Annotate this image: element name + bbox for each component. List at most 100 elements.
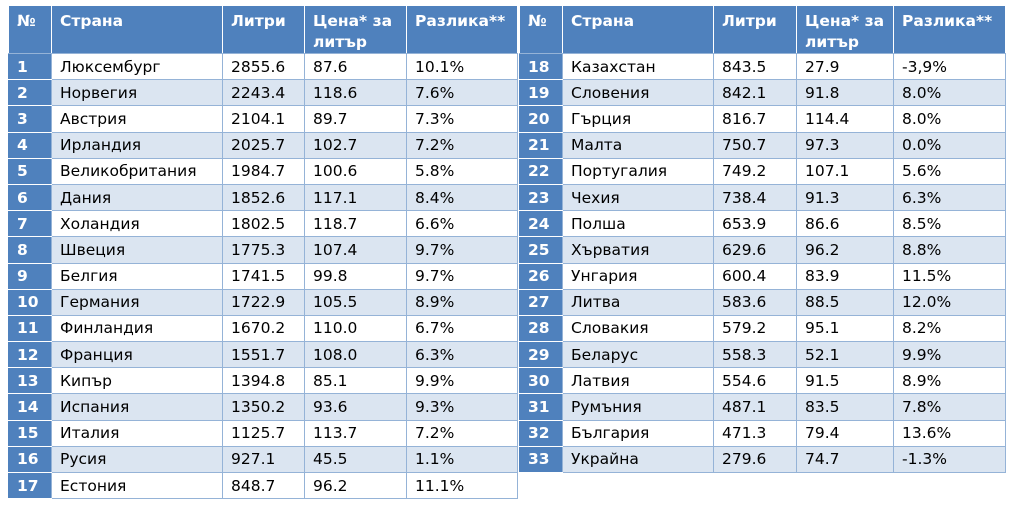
- difference-cell: -1.3%: [893, 445, 1006, 474]
- country-cell: Беларус: [562, 341, 714, 369]
- header-liters: Литри: [713, 5, 797, 54]
- row-number: 7: [8, 210, 52, 238]
- table-row: 31 Румъния 487.1 83.5 7.8%: [519, 393, 1006, 421]
- difference-cell: 1.1%: [406, 445, 518, 474]
- liters-cell: 583.6: [713, 288, 797, 316]
- liters-cell: 600.4: [713, 262, 797, 290]
- price-cell: 83.5: [796, 393, 894, 421]
- liters-cell: 2025.7: [222, 131, 305, 159]
- price-cell: 95.1: [796, 314, 894, 343]
- difference-cell: 8.5%: [893, 210, 1006, 238]
- price-cell: 91.3: [796, 183, 894, 212]
- ranking-table-right: № Страна Литри Цена* за литър Разлика** …: [519, 5, 1006, 474]
- table-row: 17 Естония 848.7 96.2 11.1%: [8, 471, 518, 500]
- row-number: 32: [519, 419, 563, 447]
- price-cell: 88.5: [796, 288, 894, 316]
- country-cell: Франция: [51, 341, 223, 369]
- country-cell: Литва: [562, 288, 714, 316]
- liters-cell: 653.9: [713, 210, 797, 238]
- row-number: 19: [519, 79, 563, 107]
- row-number: 14: [8, 393, 52, 421]
- liters-cell: 2243.4: [222, 79, 305, 107]
- difference-cell: 8.0%: [893, 105, 1006, 133]
- country-cell: Украйна: [562, 445, 714, 474]
- price-cell: 97.3: [796, 131, 894, 159]
- difference-cell: 7.8%: [893, 393, 1006, 421]
- row-number: 1: [8, 52, 52, 81]
- difference-cell: 8.9%: [893, 367, 1006, 395]
- liters-cell: 1741.5: [222, 262, 305, 290]
- row-number: 6: [8, 183, 52, 212]
- country-cell: Германия: [51, 288, 223, 316]
- liters-cell: 1394.8: [222, 367, 305, 395]
- row-number: 10: [8, 288, 52, 316]
- liters-cell: 1350.2: [222, 393, 305, 421]
- country-cell: Финландия: [51, 314, 223, 343]
- liters-cell: 554.6: [713, 367, 797, 395]
- header-country: Страна: [562, 5, 714, 54]
- price-cell: 86.6: [796, 210, 894, 238]
- liters-cell: 1722.9: [222, 288, 305, 316]
- table-row: 13 Кипър 1394.8 85.1 9.9%: [8, 367, 518, 395]
- ranking-table-left: № Страна Литри Цена* за литър Разлика** …: [8, 5, 518, 500]
- table-row: 22 Португалия 749.2 107.1 5.6%: [519, 157, 1006, 185]
- table-row: 25 Хърватия 629.6 96.2 8.8%: [519, 236, 1006, 264]
- price-cell: 96.2: [304, 471, 407, 500]
- difference-cell: 13.6%: [893, 419, 1006, 447]
- header-difference: Разлика**: [893, 5, 1006, 54]
- country-cell: Австрия: [51, 105, 223, 133]
- difference-cell: 11.1%: [406, 471, 518, 500]
- row-number: 28: [519, 314, 563, 343]
- country-cell: Гърция: [562, 105, 714, 133]
- liters-cell: 1852.6: [222, 183, 305, 212]
- table-row: 27 Литва 583.6 88.5 12.0%: [519, 288, 1006, 316]
- price-cell: 107.1: [796, 157, 894, 185]
- country-cell: България: [562, 419, 714, 447]
- header-number: №: [8, 5, 52, 54]
- country-cell: Словакия: [562, 314, 714, 343]
- country-cell: Полша: [562, 210, 714, 238]
- country-cell: Естония: [51, 471, 223, 500]
- table-row: 28 Словакия 579.2 95.1 8.2%: [519, 314, 1006, 343]
- price-cell: 45.5: [304, 445, 407, 474]
- table-row: 29 Беларус 558.3 52.1 9.9%: [519, 341, 1006, 369]
- country-cell: Швеция: [51, 236, 223, 264]
- row-number: 17: [8, 471, 52, 500]
- country-cell: Латвия: [562, 367, 714, 395]
- table-header-row: № Страна Литри Цена* за литър Разлика**: [8, 5, 518, 54]
- price-cell: 100.6: [304, 157, 407, 185]
- country-cell: Белгия: [51, 262, 223, 290]
- price-cell: 93.6: [304, 393, 407, 421]
- difference-cell: 12.0%: [893, 288, 1006, 316]
- liters-cell: 749.2: [713, 157, 797, 185]
- price-cell: 107.4: [304, 236, 407, 264]
- difference-cell: 8.8%: [893, 236, 1006, 264]
- row-number: 22: [519, 157, 563, 185]
- row-number: 26: [519, 262, 563, 290]
- row-number: 11: [8, 314, 52, 343]
- header-country: Страна: [51, 5, 223, 54]
- price-cell: 85.1: [304, 367, 407, 395]
- difference-cell: 7.3%: [406, 105, 518, 133]
- table-row: 9 Белгия 1741.5 99.8 9.7%: [8, 262, 518, 290]
- liters-cell: 2855.6: [222, 52, 305, 81]
- table-row: 6 Дания 1852.6 117.1 8.4%: [8, 183, 518, 212]
- liters-cell: 1984.7: [222, 157, 305, 185]
- table-row: 8 Швеция 1775.3 107.4 9.7%: [8, 236, 518, 264]
- liters-cell: 471.3: [713, 419, 797, 447]
- country-cell: Дания: [51, 183, 223, 212]
- header-price-per-liter: Цена* за литър: [304, 5, 407, 54]
- difference-cell: 8.4%: [406, 183, 518, 212]
- difference-cell: 8.9%: [406, 288, 518, 316]
- header-difference: Разлика**: [406, 5, 518, 54]
- row-number: 31: [519, 393, 563, 421]
- difference-cell: 6.3%: [893, 183, 1006, 212]
- price-cell: 105.5: [304, 288, 407, 316]
- liters-cell: 1670.2: [222, 314, 305, 343]
- difference-cell: 5.8%: [406, 157, 518, 185]
- row-number: 20: [519, 105, 563, 133]
- table-row: 30 Латвия 554.6 91.5 8.9%: [519, 367, 1006, 395]
- row-number: 15: [8, 419, 52, 447]
- liters-cell: 738.4: [713, 183, 797, 212]
- row-number: 9: [8, 262, 52, 290]
